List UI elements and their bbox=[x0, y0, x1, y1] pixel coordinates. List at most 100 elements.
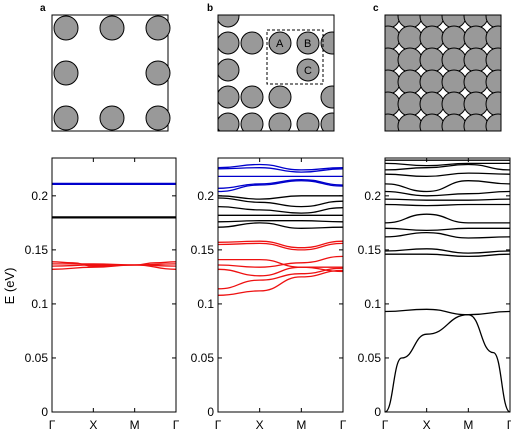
panel-label-c: c bbox=[373, 3, 379, 14]
site-disks-c bbox=[385, 15, 501, 131]
band-line-black bbox=[384, 231, 511, 239]
site-disk bbox=[485, 91, 501, 117]
site-disk bbox=[320, 85, 334, 109]
y-tick-label: 0.1 bbox=[364, 297, 381, 311]
x-tick-label: M bbox=[463, 418, 473, 432]
plot-frame bbox=[384, 157, 511, 413]
x-tick-label: X bbox=[423, 418, 431, 432]
site-disk bbox=[240, 85, 264, 109]
site-disk bbox=[320, 31, 334, 55]
site-disk bbox=[485, 25, 501, 51]
site-disk bbox=[240, 31, 264, 55]
band-line-black bbox=[384, 213, 510, 224]
site-label-c: C bbox=[304, 65, 312, 77]
band-plots: 00.050.10.150.2Γ X M Γ00.050.10.150.2Γ X M Γ00… bbox=[25, 157, 511, 432]
y-tick-label: 0.05 bbox=[25, 351, 49, 365]
site-disk bbox=[419, 25, 445, 51]
band-line-black bbox=[384, 314, 511, 413]
site-disk bbox=[397, 69, 423, 95]
band-line-red bbox=[217, 269, 344, 296]
y-tick-label: 0 bbox=[41, 405, 48, 419]
site-disk bbox=[397, 113, 423, 131]
site-disks-a bbox=[53, 15, 171, 131]
y-tick-label: 0.15 bbox=[25, 243, 49, 257]
site-disk bbox=[485, 69, 501, 95]
site-disk bbox=[419, 91, 445, 117]
y-axis-label: E (eV) bbox=[2, 268, 17, 305]
site-disk bbox=[268, 85, 292, 109]
site-label-a: A bbox=[276, 38, 284, 50]
lattice-schematic-a bbox=[51, 14, 171, 132]
band-line-red bbox=[218, 258, 343, 268]
site-disk bbox=[419, 113, 445, 131]
band-plot-c: 0 0.05 0.1 0.15 0.2 Γ X M Γ bbox=[358, 157, 511, 432]
site-disk bbox=[485, 47, 501, 73]
site-disk bbox=[397, 15, 423, 29]
site-disk bbox=[268, 112, 292, 131]
site-disk bbox=[296, 112, 320, 131]
band-line-blue bbox=[217, 180, 344, 193]
y-tick-label: 0.1 bbox=[31, 297, 48, 311]
band-line-blue bbox=[217, 178, 344, 189]
lattice-schematic-b: A B C bbox=[217, 14, 335, 132]
band-line-black bbox=[217, 195, 343, 200]
band-line-black bbox=[217, 222, 344, 229]
y-tick-label: 0.2 bbox=[31, 189, 48, 203]
site-disk bbox=[441, 25, 467, 51]
band-line-blue bbox=[217, 167, 344, 173]
site-disk bbox=[240, 112, 264, 131]
y-tick-label: 0.2 bbox=[364, 189, 381, 203]
panel-label-a: a bbox=[40, 3, 46, 14]
panel-label-b: b bbox=[207, 3, 213, 14]
x-tick-label: Γ bbox=[215, 418, 222, 432]
site-disk bbox=[463, 25, 489, 51]
site-disk bbox=[218, 58, 240, 82]
site-disk bbox=[463, 91, 489, 117]
x-tick-label: M bbox=[296, 418, 306, 432]
site-disk bbox=[397, 91, 423, 117]
plot-frame bbox=[217, 157, 344, 413]
band-line-red bbox=[217, 242, 344, 251]
site-disk bbox=[53, 105, 79, 131]
unit-cell-frame bbox=[217, 14, 335, 132]
band-line-red bbox=[217, 266, 344, 277]
site-disk bbox=[441, 113, 467, 131]
site-disk bbox=[145, 105, 171, 131]
x-tick-label: Γ bbox=[49, 418, 56, 432]
site-label-b: B bbox=[304, 38, 311, 50]
site-disks-b bbox=[218, 15, 334, 131]
site-disk bbox=[218, 85, 240, 109]
site-disk bbox=[485, 15, 501, 29]
y-tick-label: 0.05 bbox=[191, 351, 215, 365]
x-tick-label: Γ bbox=[507, 418, 511, 432]
site-disk bbox=[441, 47, 467, 73]
band-line-black bbox=[384, 172, 511, 178]
band-line-black bbox=[384, 198, 511, 201]
band-plot-a: 0 0.05 0.1 0.15 0.2 Γ X M Γ bbox=[25, 157, 180, 432]
site-disk bbox=[53, 60, 79, 86]
site-disk bbox=[463, 113, 489, 131]
site-disk bbox=[485, 113, 501, 131]
site-disk bbox=[397, 25, 423, 51]
site-disk bbox=[385, 113, 401, 131]
band-line-black bbox=[384, 190, 511, 197]
site-disk bbox=[296, 58, 320, 82]
site-disk bbox=[441, 69, 467, 95]
band-line-red bbox=[217, 255, 344, 268]
band-line-black bbox=[384, 162, 510, 167]
site-disk bbox=[419, 69, 445, 95]
band-line-black bbox=[384, 180, 511, 193]
site-disk bbox=[419, 15, 445, 29]
band-line-red bbox=[217, 240, 344, 249]
y-tick-label: 0.15 bbox=[191, 243, 215, 257]
band-line-black bbox=[384, 163, 511, 171]
y-tick-label: 0 bbox=[374, 405, 381, 419]
band-line-black bbox=[384, 203, 510, 207]
x-tick-label: M bbox=[130, 418, 140, 432]
y-tick-label: 0.05 bbox=[358, 351, 382, 365]
band-line-red bbox=[51, 261, 177, 267]
x-tick-label: Γ bbox=[340, 418, 347, 432]
site-disk bbox=[53, 15, 79, 41]
band-line-black bbox=[384, 227, 510, 232]
site-disk bbox=[99, 15, 125, 41]
